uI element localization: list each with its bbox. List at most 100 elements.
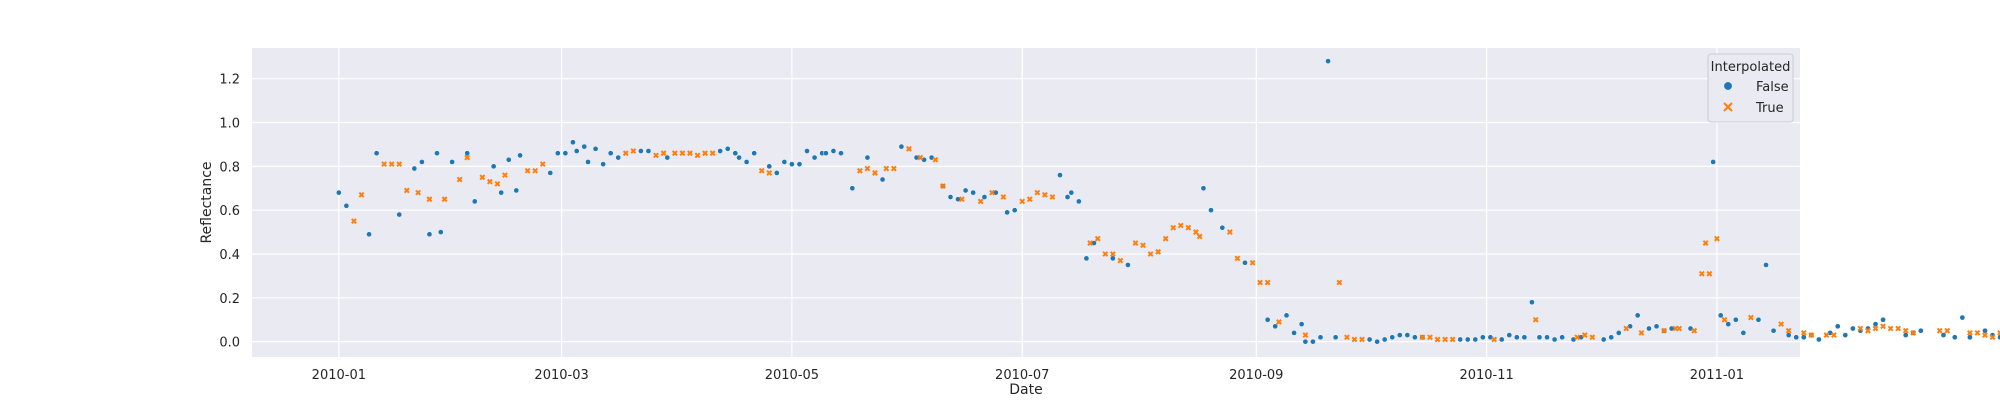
data-point-false [1004,209,1010,216]
data-point-false [1064,194,1071,200]
data-point-false [1291,330,1297,336]
data-point-true [1706,270,1713,277]
data-point-false [411,165,418,172]
data-point-true [1026,196,1033,203]
data-point-false [1242,259,1248,266]
data-point-true [1442,336,1448,343]
data-point-false [1083,255,1090,262]
legend-x-marker [1723,102,1733,112]
data-point-true [1714,235,1720,242]
data-point-true [906,145,912,152]
data-point-false [1302,338,1309,345]
data-point-false [335,189,342,196]
y-axis-ticks: 0.0 0.2 0.4 0.6 0.8 1.0 1.2 [219,73,240,351]
data-point-false [581,143,588,150]
data-point-false [947,194,954,200]
data-point-false [1310,338,1316,345]
data-point-false [1464,336,1471,343]
legend-title: Interpolated [1711,60,1791,75]
data-point-false [366,231,372,238]
data-point-true [1698,270,1705,277]
data-point-false [879,176,886,183]
data-point-true [539,161,546,168]
data-point-true [532,167,539,174]
data-point-false [419,159,425,165]
data-point-false [1872,321,1879,327]
data-point-false [1653,323,1660,330]
data-point-false [1396,332,1403,338]
data-point-true [671,150,678,157]
data-point-true [1857,325,1864,332]
y-tick-label: 0.2 [219,292,240,307]
data-point-true [1102,251,1109,257]
data-point-false [1298,321,1305,327]
legend-entry-true: True [1723,101,1784,116]
data-point-false [811,154,818,161]
x-tick-label: 2010-07 [995,368,1049,383]
data-point-false [517,152,523,159]
data-point-false [1381,336,1388,343]
data-point-false [804,148,810,154]
data-point-false [490,163,497,170]
data-point-true [1249,259,1256,266]
data-point-true [1257,279,1263,286]
data-point-false [1959,314,1966,321]
data-point-true [396,161,403,168]
data-point-true [388,161,395,168]
data-point-false [1208,207,1214,214]
legend-entry-false: False [1723,80,1789,95]
data-point-false [823,150,829,157]
data-point-false [1997,334,2000,341]
data-point-true [1336,279,1343,286]
data-point-false [1834,323,1841,330]
data-point-true [1109,251,1116,257]
legend: Interpolated False True [1707,53,1794,123]
data-point-true [1589,334,1596,341]
data-point-true [1185,224,1192,231]
data-point-true [1778,321,1785,328]
data-point-false [1725,321,1732,327]
data-point-true [1196,233,1203,240]
data-point-true [1234,255,1241,262]
data-point-false [1125,262,1131,268]
data-point-false [751,150,758,157]
data-point-true [1000,194,1007,200]
data-point-true [1419,334,1426,341]
x-tick-label: 2010-05 [765,368,819,383]
data-point-false [1710,159,1717,165]
data-point-true [1359,336,1365,343]
data-point-false [1404,332,1411,338]
data-point-false [1615,330,1622,336]
data-point-true [486,178,493,185]
data-point-true [351,218,357,225]
data-point-false [1521,334,1528,341]
data-point-false [1272,323,1279,330]
data-point-true [1581,332,1588,338]
data-point-false [864,154,871,161]
data-point-false [1902,332,1909,338]
data-point-false [573,148,580,154]
data-point-false [1109,255,1116,262]
x-axis-title: Date [1009,382,1042,398]
data-point-true [1019,198,1026,205]
data-point-true [1117,257,1124,264]
data-point-true [1872,325,1879,332]
data-point-true [1902,327,1909,334]
data-point-false [773,170,780,176]
y-tick-label: 0.0 [219,336,240,351]
data-point-true [883,165,890,172]
data-point-false [766,163,773,170]
data-point-false [1763,262,1769,268]
data-point-true [653,152,659,159]
data-point-true [758,167,765,174]
data-point-false [449,159,455,165]
data-point-true [958,196,965,203]
data-point-false [547,170,554,176]
data-point-true [415,189,422,196]
data-point-true [622,150,629,157]
x-tick-label: 2010-11 [1459,368,1513,383]
data-point-false [1479,334,1486,341]
data-point-true [679,150,686,157]
data-point-true [1162,235,1169,242]
data-point-true [1997,329,2000,336]
